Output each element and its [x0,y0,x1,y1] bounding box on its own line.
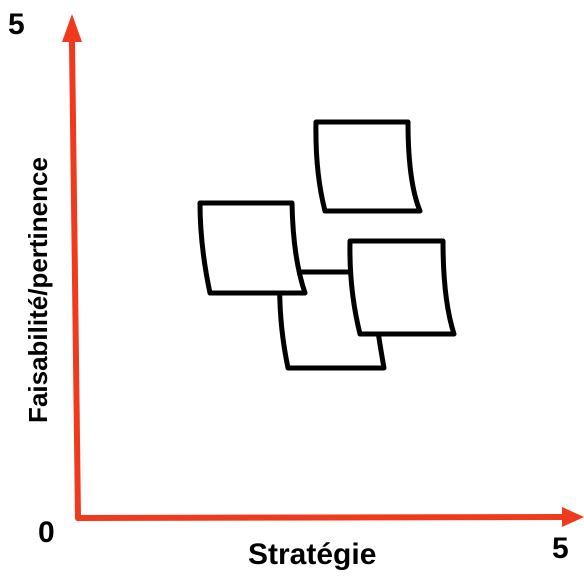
x-axis-max-label: 5 [552,532,569,565]
x-axis [75,514,569,521]
sticky-note-right [347,238,457,337]
y-axis [69,39,81,521]
sticky-note-top [313,119,423,214]
sticky-note-left [197,200,308,296]
y-axis-arrow [62,14,82,42]
y-axis-max-label: 5 [8,8,25,41]
x-axis-arrow [562,507,584,527]
y-axis-title: Faisabilité/pertinence [23,157,53,423]
origin-label: 0 [38,516,55,549]
x-axis-title: Stratégie [248,538,377,571]
